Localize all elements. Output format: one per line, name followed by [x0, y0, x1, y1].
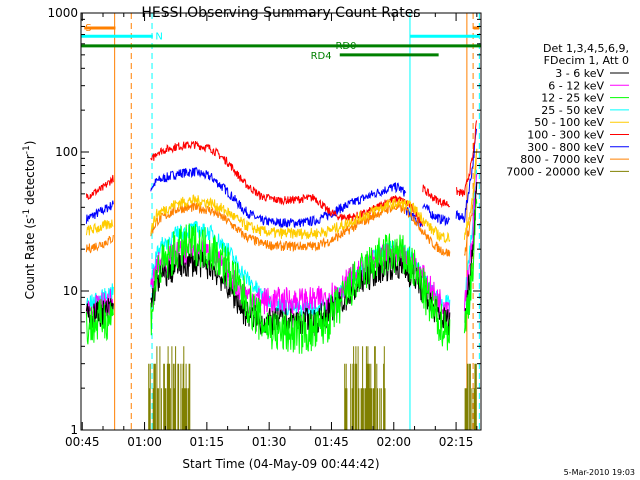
series-line-2-1: [150, 223, 451, 354]
series-line-4-1: [150, 194, 451, 244]
x-tick-label-4: 01:45: [314, 435, 349, 449]
legend-label-6: 300 - 800 keV: [527, 141, 604, 154]
series-line-5-1: [150, 140, 423, 227]
legend-label-8: 7000 - 20000 keV: [506, 165, 604, 178]
series-line-6-3: [422, 203, 451, 227]
plot-frame: [80, 12, 482, 431]
series-line-3-0: [85, 283, 114, 309]
legend-label-3: 25 - 50 keV: [541, 104, 604, 117]
series-line-1-2: [463, 173, 478, 312]
legend-label-2: 12 - 25 keV: [541, 92, 604, 105]
x-tick-label-3: 01:30: [252, 435, 287, 449]
y-tick-label-0: 1: [70, 423, 78, 437]
bar-label-s: S: [85, 23, 91, 34]
y-tick-label-3: 1000: [47, 6, 78, 20]
series-line-7-0: [85, 234, 114, 254]
x-tick-label-0: 00:45: [65, 435, 100, 449]
series-line-5-2: [422, 184, 451, 209]
x-tick-label-2: 01:15: [190, 435, 225, 449]
series-line-2-0: [85, 298, 114, 345]
y-axis-label: Count Rate (s-1 detector-1): [22, 141, 37, 300]
legend-label-1: 6 - 12 keV: [548, 79, 604, 92]
series-line-6-0: [85, 200, 114, 224]
bar-label-rd4: RD4: [311, 51, 332, 62]
x-axis-label: Start Time (04-May-09 00:44:42): [182, 457, 379, 471]
series-line-6-2: [405, 207, 424, 228]
y-tick-label-2: 100: [55, 145, 78, 159]
legend-title-line2: FDecim 1, Att 0: [544, 54, 629, 67]
legend-label-7: 800 - 7000 keV: [520, 153, 604, 166]
y-tick-label-1: 10: [63, 284, 78, 298]
x-tick-label-5: 02:00: [376, 435, 411, 449]
x-tick-label-1: 01:00: [127, 435, 162, 449]
series-line-6-4: [455, 128, 477, 223]
y-label-part3: ): [23, 141, 37, 146]
legend-label-4: 50 - 100 keV: [534, 116, 604, 129]
y-label-sup1: -1: [22, 209, 32, 218]
series-line-4-0: [85, 219, 114, 236]
legend: Det 1,3,4,5,6,9, FDecim 1, Att 0 3 - 6 k…: [506, 42, 629, 178]
legend-title-line1: Det 1,3,4,5,6,9,: [543, 42, 629, 55]
bar-label-rd0: RD0: [335, 41, 356, 52]
axes: 00:45 01:00 01:15 01:30 01:45 02:00 02:15 1 10 10…: [47, 6, 481, 449]
series-line-5-0: [85, 174, 114, 200]
footer-date: 5-Mar-2010 19:03: [564, 468, 635, 477]
series-group: [85, 120, 478, 430]
chart-title: HESSI Observing Summary Count Rates: [141, 5, 420, 21]
y-label-sup2: -1: [22, 145, 32, 154]
series-line-6-1: [150, 166, 407, 229]
x-tick-label-6: 02:15: [439, 435, 474, 449]
series-line-2-2: [463, 198, 478, 334]
series-line-olive: [148, 346, 477, 430]
y-label-part1: Count Rate (s: [23, 218, 37, 300]
series-line-4-2: [463, 148, 478, 240]
series-line-0-1: [150, 249, 451, 337]
series-line-5-3: [456, 120, 477, 197]
legend-label-0: 3 - 6 keV: [555, 67, 604, 80]
legend-label-5: 100 - 300 keV: [527, 129, 604, 142]
bar-label-n: N: [155, 31, 162, 42]
y-label-part2: detector: [23, 154, 37, 209]
